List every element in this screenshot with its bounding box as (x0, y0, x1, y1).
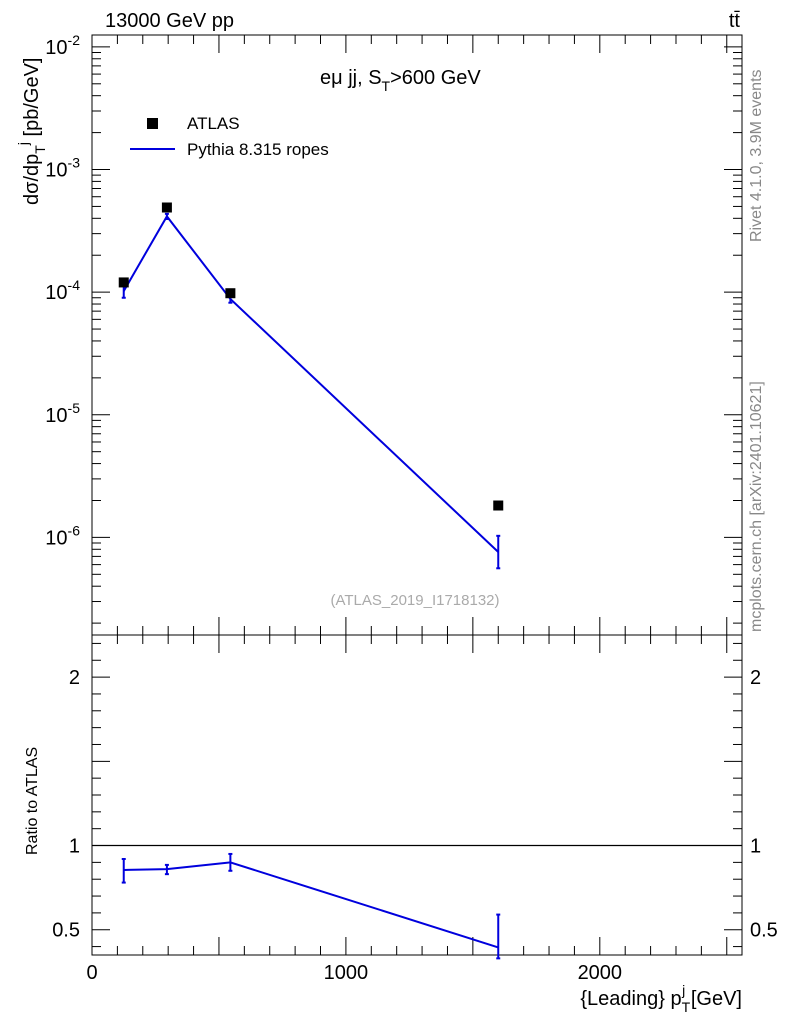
energy-label: 13000 GeV pp (105, 10, 234, 32)
main-y-tick-label: 10-4 (45, 277, 80, 304)
atlas-data-point (161, 202, 172, 213)
legend-label-pythia: Pythia 8.315 ropes (187, 140, 329, 159)
mcplots-label: mcplots.cern.ch [arXiv:2401.10621] (748, 381, 765, 632)
x-tick-label: 0 (86, 962, 97, 984)
atlas-data-point (493, 500, 504, 511)
ratio-y-tick-label-right: 2 (750, 667, 761, 689)
analysis-tag: (ATLAS_2019_I1718132) (330, 592, 499, 609)
main-y-tick-label: 10-6 (45, 522, 80, 549)
x-tick-label: 1000 (324, 962, 369, 984)
main-y-tick-label: 10-2 (45, 32, 80, 59)
ratio-y-tick-label-right: 1 (750, 836, 761, 858)
ratio-line (123, 861, 499, 949)
main-plot-title: eμ jj, ST>600 GeV (320, 67, 481, 94)
ratio-y-tick-label: 0.5 (52, 920, 80, 942)
main-y-axis-label: dσ/dpTj [pb/GeV] (15, 58, 48, 205)
x-axis-label: {Leading} pTj [GeV] (580, 982, 742, 1015)
main-y-tick-label: 10-3 (45, 155, 80, 182)
atlas-data-point (225, 288, 236, 299)
process-label: tt̄ (729, 10, 741, 32)
legend-marker-atlas (147, 118, 158, 129)
ratio-y-tick-label: 2 (69, 667, 80, 689)
main-y-tick-label: 10-5 (45, 400, 80, 427)
ratio-y-tick-label-right: 0.5 (750, 920, 778, 942)
x-tick-label: 2000 (578, 962, 623, 984)
atlas-data-point (118, 277, 129, 288)
legend-label-atlas: ATLAS (187, 114, 240, 133)
ratio-y-tick-label: 1 (69, 836, 80, 858)
ratio-y-axis-label: Ratio to ATLAS (24, 747, 41, 855)
rivet-version-label: Rivet 4.1.0, 3.9M events (748, 69, 765, 242)
pythia-line (122, 214, 499, 553)
ratio-plot-frame (91, 634, 743, 956)
